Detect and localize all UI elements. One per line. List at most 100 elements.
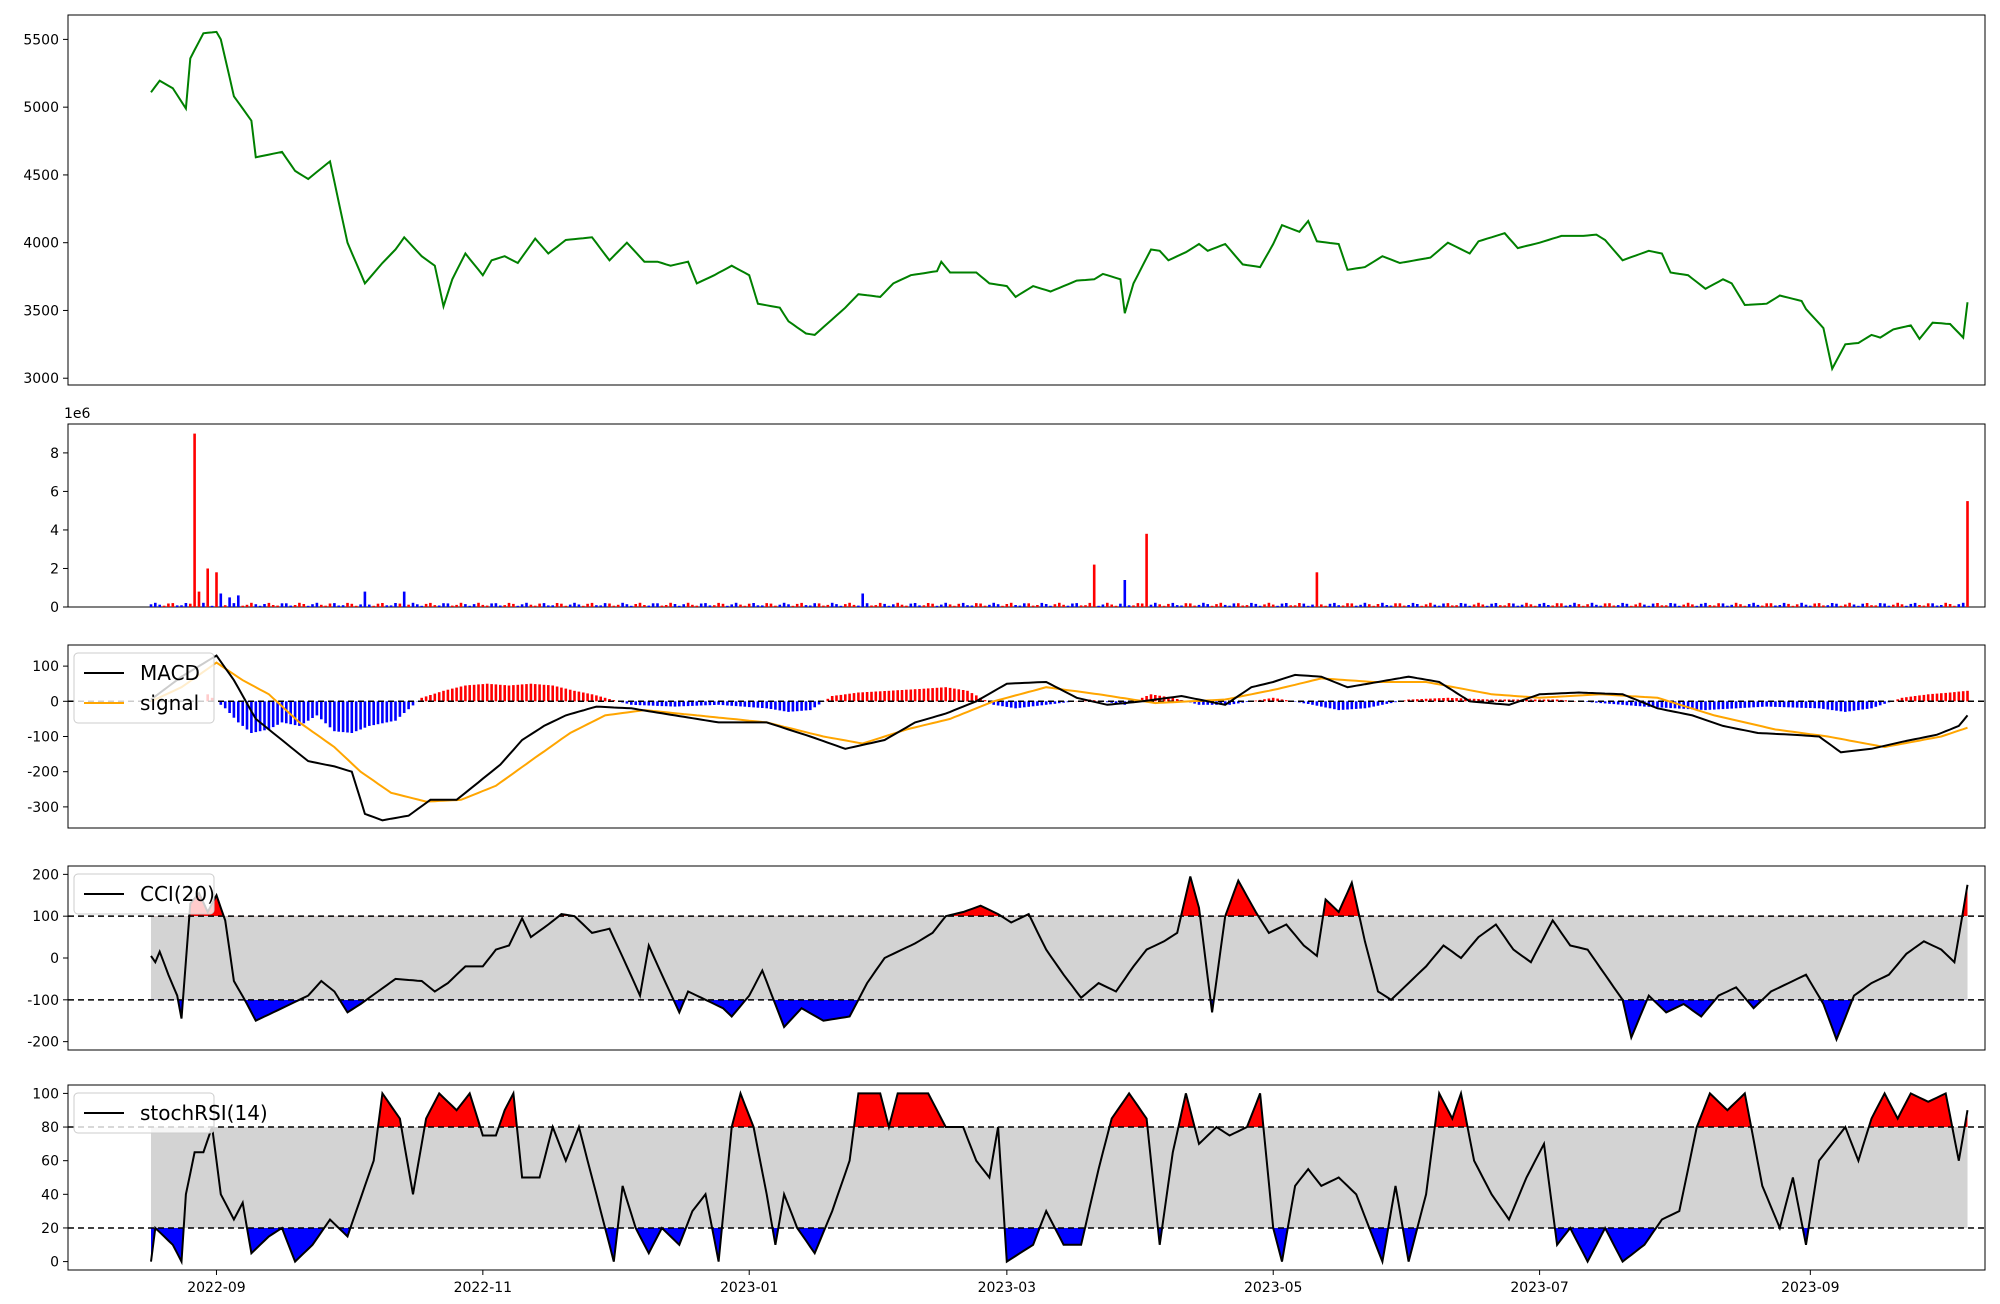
cci-neutral-band — [151, 916, 1968, 1000]
macd-hist-bar — [268, 701, 271, 729]
volume-bar — [381, 603, 384, 607]
volume-bar — [534, 606, 537, 607]
macd-hist-bar — [674, 701, 677, 706]
macd-hist-bar — [394, 701, 397, 720]
macd-hist-bar — [1355, 701, 1358, 709]
volume-bar — [1962, 603, 1965, 607]
volume-bar — [307, 606, 310, 607]
macd-hist-bar — [517, 685, 520, 702]
volume-bar — [211, 606, 214, 607]
volume-bar — [818, 603, 821, 607]
volume-bar — [1451, 605, 1454, 607]
macd-hist-bar — [879, 691, 882, 701]
macd-hist-bar — [1634, 701, 1637, 706]
volume-bar — [1827, 605, 1830, 607]
volume-bar — [1285, 603, 1288, 607]
volume-bar — [451, 606, 454, 607]
volume-bar — [263, 604, 266, 607]
volume-bar — [1429, 603, 1432, 607]
macd-hist-bar — [368, 701, 371, 726]
volume-bar — [888, 606, 891, 607]
volume-bar — [1442, 604, 1445, 608]
volume-bar — [1172, 603, 1175, 607]
y-tick-label: 4000 — [23, 236, 59, 252]
volume-bar — [342, 605, 345, 607]
volume-bar — [861, 594, 864, 608]
volume-bar — [713, 605, 716, 607]
macd-hist-bar — [1045, 701, 1048, 705]
volume-bar — [931, 604, 934, 607]
macd-hist-bar — [1761, 701, 1764, 707]
axes-frame — [68, 645, 1985, 828]
macd-hist-bar — [468, 685, 471, 701]
volume-bar — [1770, 603, 1773, 607]
volume-bar — [840, 606, 843, 607]
volume-bar — [1054, 604, 1057, 607]
volume-bar — [779, 605, 782, 607]
macd-hist-bar — [1962, 691, 1965, 701]
volume-bar — [853, 605, 856, 607]
macd-hist-bar — [377, 701, 380, 724]
volume-bar — [1364, 603, 1367, 607]
volume-bar — [1268, 603, 1271, 607]
volume-bar — [1071, 604, 1074, 608]
volume-bar — [477, 603, 480, 607]
macd-hist-bar — [905, 690, 908, 702]
volume-bar — [984, 606, 987, 607]
y-tick-label: 5500 — [23, 32, 59, 48]
macd-hist-bar — [403, 701, 406, 713]
macd-hist-bar — [386, 701, 389, 722]
volume-bar — [1102, 605, 1105, 608]
volume-bar — [1019, 606, 1022, 607]
y-tick-label: 200 — [32, 867, 59, 883]
y-tick-label: 20 — [41, 1221, 59, 1237]
volume-bar — [1813, 604, 1816, 608]
volume-bar — [1023, 603, 1026, 607]
macd-hist-bar — [1333, 701, 1336, 709]
volume-bar — [1626, 604, 1629, 607]
volume-bar — [250, 603, 253, 607]
macd-hist-bar — [1792, 701, 1795, 707]
volume-bar — [1486, 606, 1489, 607]
y-tick-label: 3000 — [23, 371, 59, 387]
volume-bar — [425, 604, 428, 607]
macd-hist-bar — [499, 685, 502, 702]
volume-bar — [582, 606, 585, 607]
volume-bar — [648, 606, 651, 607]
volume-bar — [831, 603, 834, 607]
volume-bar — [643, 605, 646, 607]
volume-bar — [420, 606, 423, 607]
volume-bar — [1861, 604, 1864, 607]
volume-bar — [560, 604, 563, 607]
volume-bar — [1255, 604, 1258, 607]
volume-bar — [1551, 606, 1554, 608]
volume-bar — [390, 605, 393, 607]
volume-bar — [626, 604, 629, 607]
volume-bar — [1560, 603, 1563, 607]
macd-hist-bar — [294, 701, 297, 725]
volume-bar — [1106, 603, 1109, 607]
volume-bar — [1167, 604, 1170, 607]
volume-bar — [1145, 534, 1148, 607]
volume-bar — [303, 604, 306, 607]
volume-bar — [1700, 604, 1703, 607]
legend-label: signal — [140, 691, 199, 715]
volume-bar — [1089, 603, 1092, 607]
macd-hist-bar — [1337, 701, 1340, 710]
volume-bar — [525, 603, 528, 607]
volume-bar — [1067, 606, 1070, 607]
volume-bar — [1180, 606, 1183, 608]
volume-bar — [1508, 603, 1511, 607]
volume-bar — [1613, 606, 1616, 608]
macd-hist-bar — [1019, 701, 1022, 708]
macd-hist-bar — [1757, 701, 1760, 707]
volume-bar — [1080, 605, 1083, 607]
volume-bar — [682, 604, 685, 607]
volume-bar — [220, 594, 223, 608]
volume-bar — [792, 606, 795, 607]
macd-hist-bar — [329, 701, 332, 727]
macd-hist-bar — [896, 690, 899, 701]
volume-bar — [726, 606, 729, 607]
volume-bar — [1656, 603, 1659, 607]
volume-bar — [189, 604, 192, 607]
